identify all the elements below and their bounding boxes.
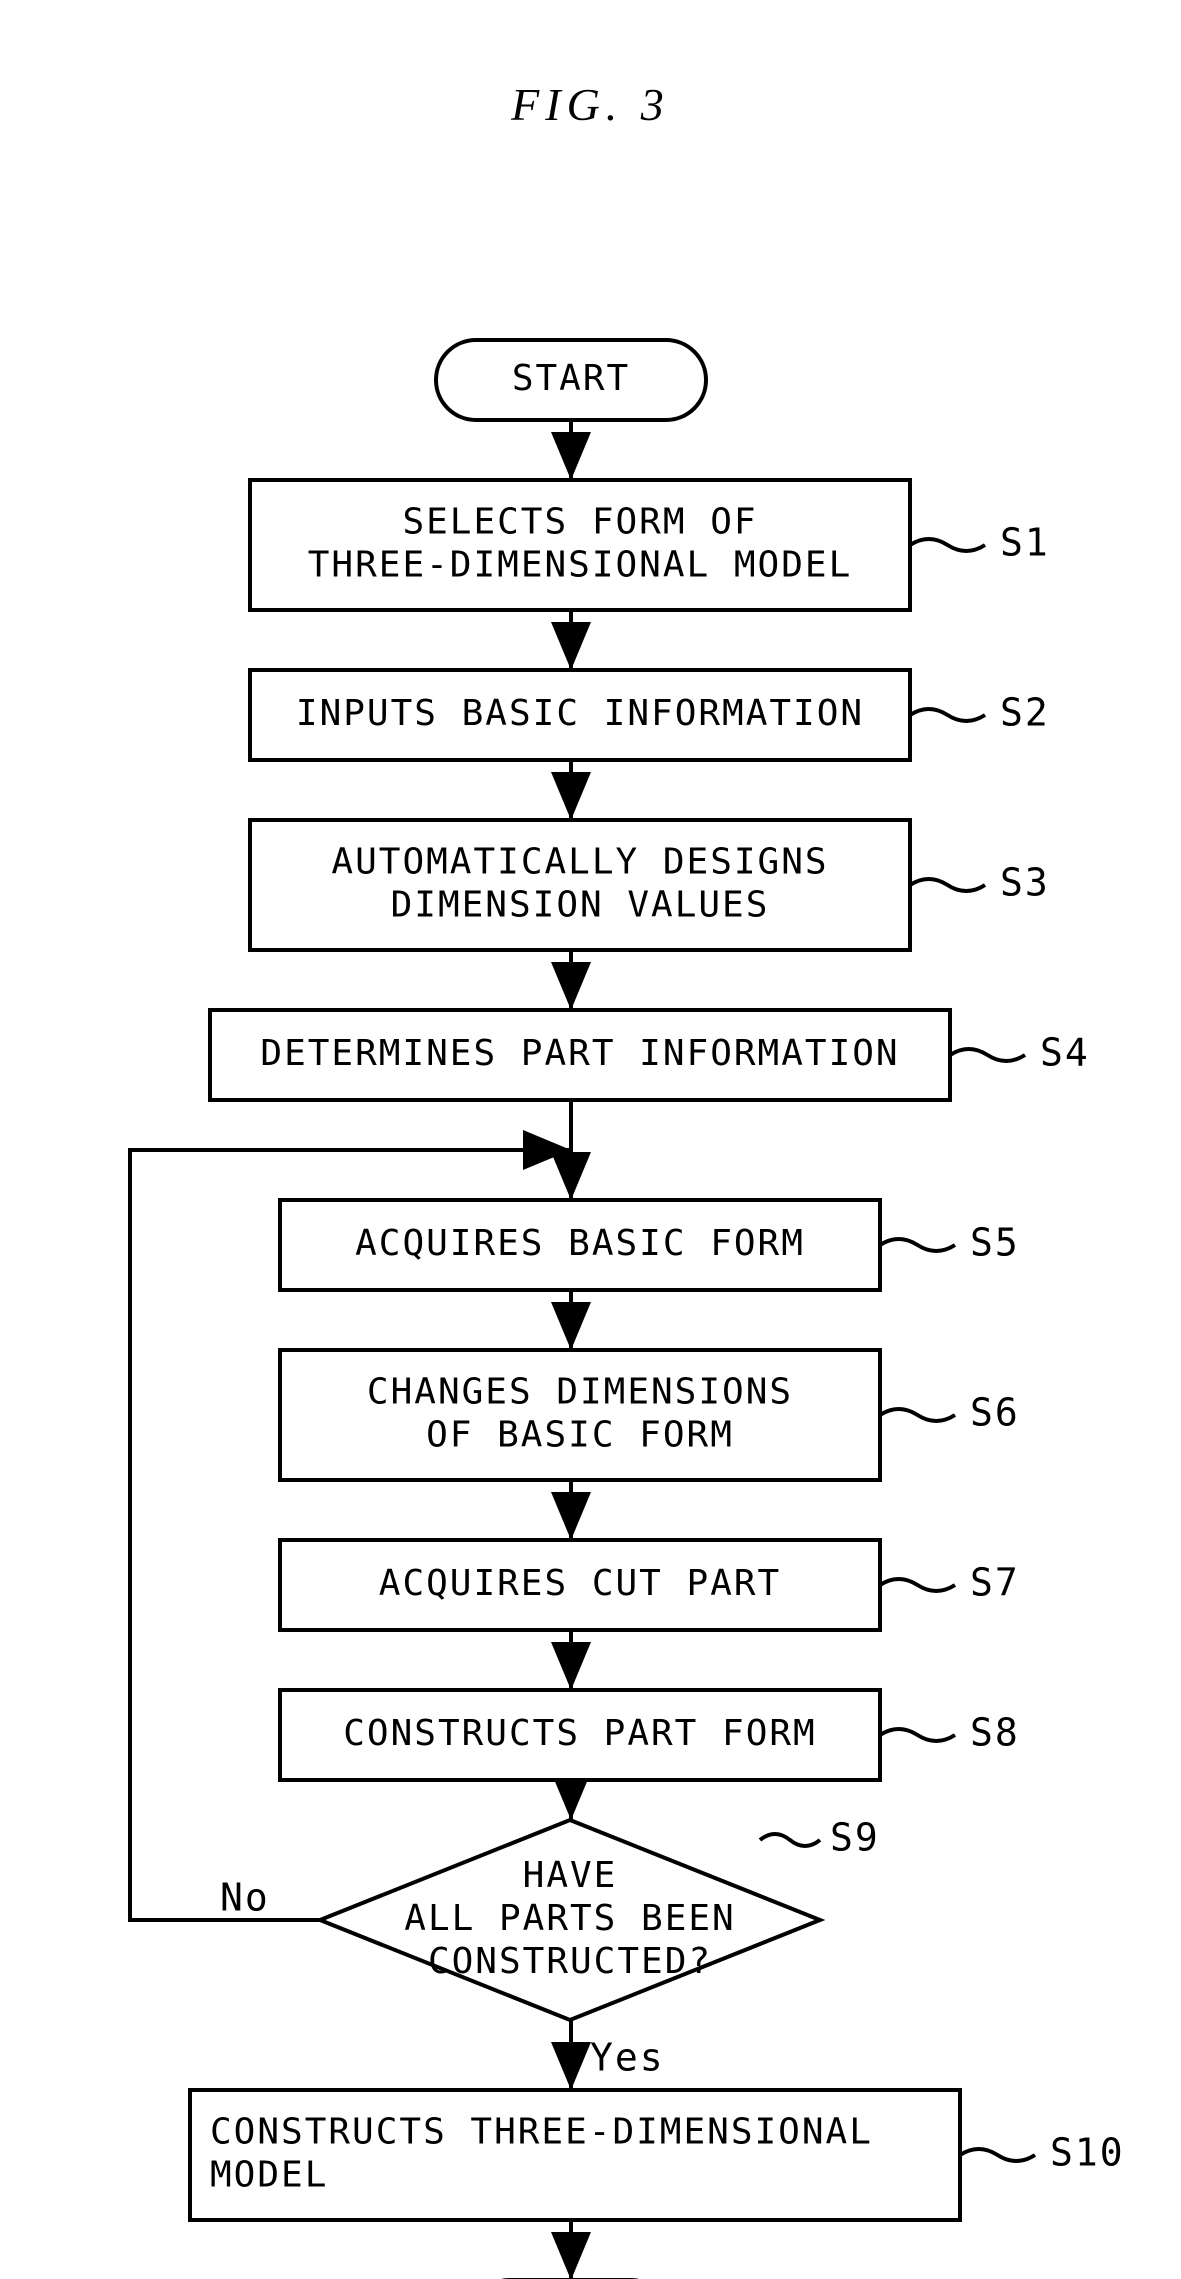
- node-s4: DETERMINES PART INFORMATION: [210, 1010, 950, 1100]
- label-connector: [950, 1049, 1025, 1061]
- step-label: S9: [830, 1816, 880, 1860]
- svg-text:HAVE: HAVE: [523, 1855, 618, 1896]
- node-s5: ACQUIRES BASIC FORM: [280, 1200, 880, 1290]
- step-label: S8: [970, 1711, 1020, 1755]
- label-connector: [880, 1579, 955, 1591]
- label-connector: [880, 1729, 955, 1741]
- svg-text:CONSTRUCTED?: CONSTRUCTED?: [428, 1941, 712, 1982]
- edge-label: Yes: [590, 2036, 665, 2080]
- step-label: S5: [970, 1221, 1020, 1265]
- svg-text:AUTOMATICALLY DESIGNS: AUTOMATICALLY DESIGNS: [331, 841, 828, 882]
- label-connector: [910, 539, 985, 551]
- svg-text:START: START: [512, 358, 630, 399]
- label-connector: [880, 1239, 955, 1251]
- svg-text:ALL PARTS BEEN: ALL PARTS BEEN: [404, 1898, 735, 1939]
- node-s3: AUTOMATICALLY DESIGNSDIMENSION VALUES: [250, 820, 910, 950]
- svg-text:THREE-DIMENSIONAL MODEL: THREE-DIMENSIONAL MODEL: [308, 545, 853, 586]
- label-connector: [910, 709, 985, 721]
- node-s1: SELECTS FORM OFTHREE-DIMENSIONAL MODEL: [250, 480, 910, 610]
- edge-label: No: [220, 1876, 270, 1920]
- step-label: S1: [1000, 521, 1050, 565]
- step-label: S6: [970, 1391, 1020, 1435]
- node-s6: CHANGES DIMENSIONSOF BASIC FORM: [280, 1350, 880, 1480]
- svg-text:SELECTS FORM OF: SELECTS FORM OF: [402, 501, 757, 542]
- step-label: S10: [1050, 2131, 1125, 2175]
- svg-text:ACQUIRES CUT PART: ACQUIRES CUT PART: [379, 1563, 781, 1604]
- step-label: S4: [1040, 1031, 1090, 1075]
- node-s2: INPUTS BASIC INFORMATION: [250, 670, 910, 760]
- svg-text:DIMENSION VALUES: DIMENSION VALUES: [391, 885, 770, 926]
- svg-text:OF BASIC FORM: OF BASIC FORM: [426, 1415, 734, 1456]
- figure-title: FIG. 3: [510, 79, 670, 130]
- svg-text:DETERMINES PART INFORMATION: DETERMINES PART INFORMATION: [260, 1033, 899, 1074]
- svg-text:INPUTS BASIC INFORMATION: INPUTS BASIC INFORMATION: [296, 693, 864, 734]
- svg-text:CHANGES DIMENSIONS: CHANGES DIMENSIONS: [367, 1371, 793, 1412]
- step-label: S2: [1000, 691, 1050, 735]
- svg-text:CONSTRUCTS PART FORM: CONSTRUCTS PART FORM: [343, 1713, 816, 1754]
- svg-text:MODEL: MODEL: [210, 2155, 328, 2196]
- label-connector: [960, 2149, 1035, 2161]
- svg-text:ACQUIRES BASIC FORM: ACQUIRES BASIC FORM: [355, 1223, 805, 1264]
- flowchart-svg: FIG. 3 Yes No START SELECTS FORM OFTHREE-DIM…: [0, 0, 1181, 2279]
- node-s9: HAVEALL PARTS BEENCONSTRUCTED?: [320, 1820, 820, 2020]
- label-connector: [760, 1834, 820, 1846]
- node-start: START: [436, 340, 706, 420]
- node-s8: CONSTRUCTS PART FORM: [280, 1690, 880, 1780]
- step-label: S7: [970, 1561, 1020, 1605]
- svg-text:CONSTRUCTS THREE-DIMENSIONAL: CONSTRUCTS THREE-DIMENSIONAL: [210, 2111, 873, 2152]
- label-connector: [880, 1409, 955, 1421]
- node-s10: CONSTRUCTS THREE-DIMENSIONALMODEL: [190, 2090, 960, 2220]
- node-s7: ACQUIRES CUT PART: [280, 1540, 880, 1630]
- label-connector: [910, 879, 985, 891]
- step-label: S3: [1000, 861, 1050, 905]
